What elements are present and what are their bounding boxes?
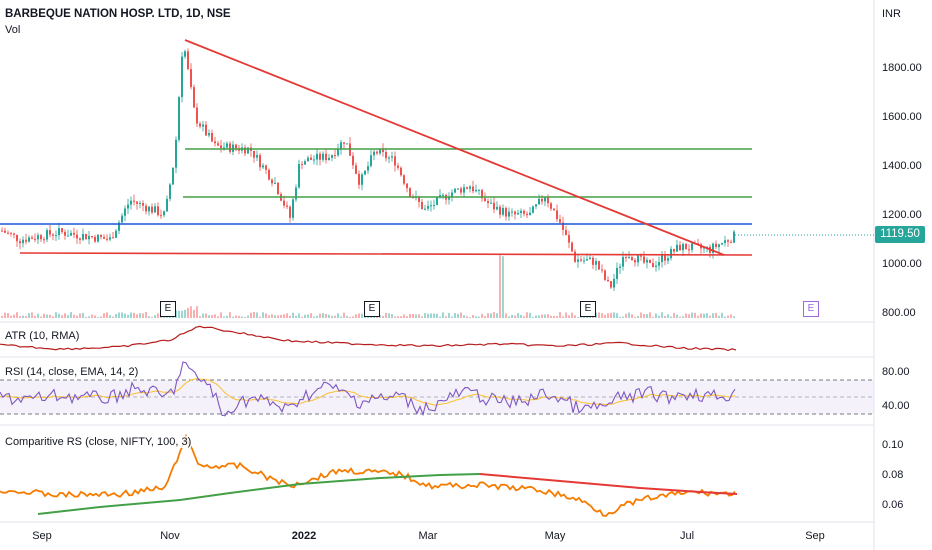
atr-title[interactable]: ATR (10, RMA) [5, 330, 80, 342]
rsi-tick: 80.00 [882, 366, 910, 378]
volume-label[interactable]: Vol [5, 24, 21, 36]
earnings-badge[interactable]: E [160, 301, 176, 317]
time-tick: Jul [679, 530, 695, 542]
support-line-red[interactable] [19, 252, 753, 256]
earnings-badge[interactable]: E [364, 301, 380, 317]
crs-tick: 0.06 [882, 499, 904, 511]
time-tick: Sep [32, 530, 52, 542]
symbol-title[interactable]: BARBEQUE NATION HOSP. LTD, 1D, NSE [5, 8, 231, 20]
comparative-rs-line [0, 433, 736, 517]
rsi-line [0, 361, 736, 417]
time-tick: Nov [160, 530, 180, 542]
trendline-descending[interactable] [184, 39, 725, 256]
price-tick: 1600.00 [882, 111, 922, 123]
time-tick: Mar [418, 530, 438, 542]
earnings-badge-upcoming[interactable]: E [803, 301, 819, 317]
crs-ma-up [37, 473, 481, 515]
time-tick: May [544, 530, 566, 542]
candlestick-series [1, 48, 735, 292]
time-tick: Sep [805, 530, 825, 542]
price-tick: 1400.00 [882, 160, 922, 172]
currency-label: INR [882, 8, 901, 20]
atr-line [0, 325, 737, 352]
price-tick: 800.00 [882, 307, 916, 319]
last-price-tag: 1119.50 [875, 226, 925, 243]
crs-tick: 0.08 [882, 469, 904, 481]
rsi-tick: 40.00 [882, 400, 910, 412]
earnings-badge[interactable]: E [580, 301, 596, 317]
price-tick: 1000.00 [882, 258, 922, 270]
crs-tick: 0.10 [882, 439, 904, 451]
crs-ma-down [479, 473, 738, 495]
price-tick: 1800.00 [882, 62, 922, 74]
crs-title[interactable]: Comparitive RS (close, NIFTY, 100, 3) [5, 436, 192, 448]
time-tick-year: 2022 [291, 530, 317, 542]
price-tick: 1200.00 [882, 209, 922, 221]
rsi-title[interactable]: RSI (14, close, EMA, 14, 2) [5, 366, 139, 378]
